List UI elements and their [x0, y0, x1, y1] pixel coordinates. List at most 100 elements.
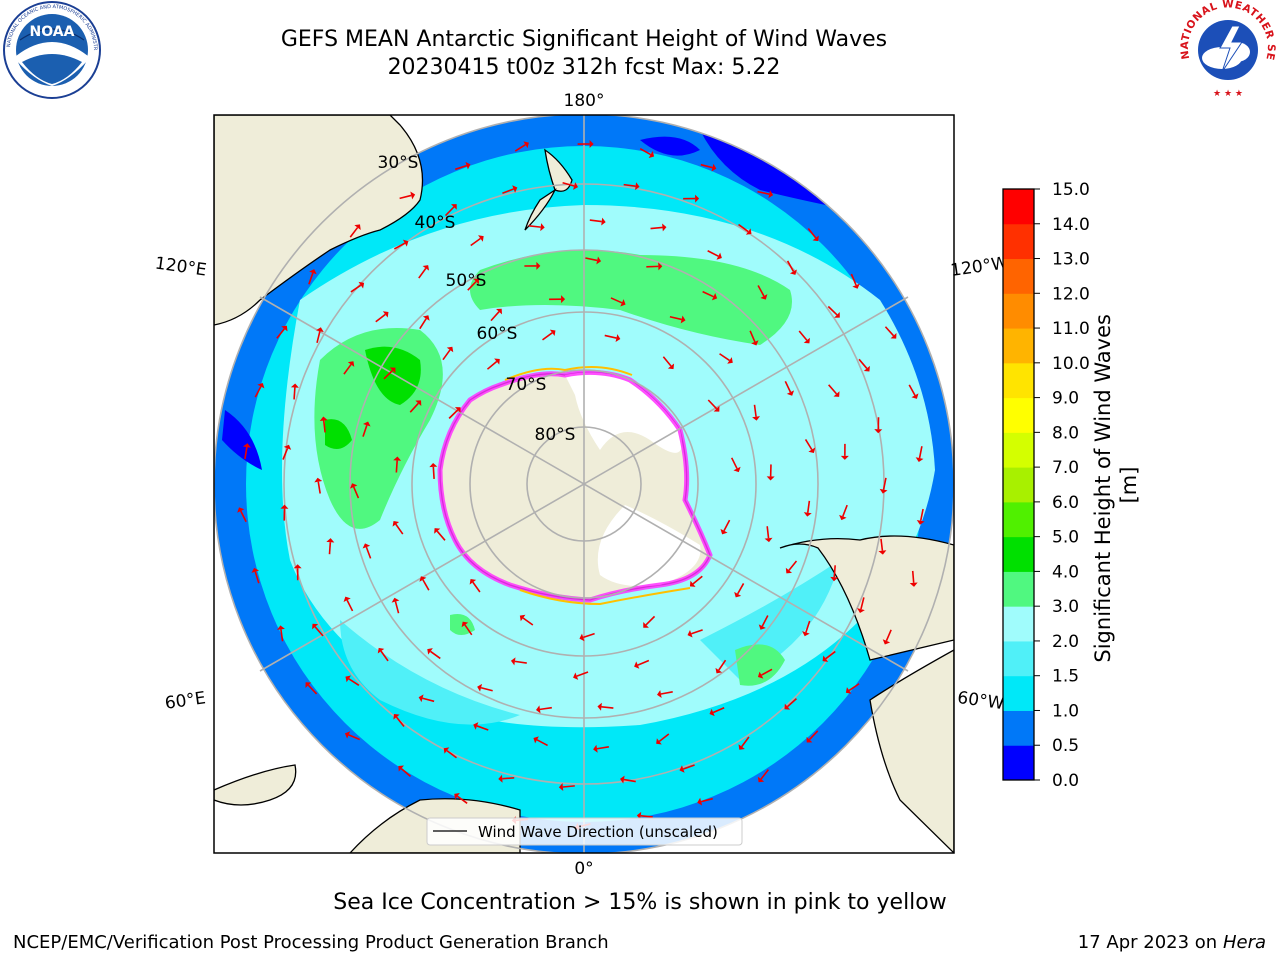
colorbar-tick-label: 9.0 [1052, 389, 1079, 409]
wind-arrow-shaft [399, 194, 412, 200]
wind-arrow-shaft [352, 486, 360, 499]
wind-arrow-shaft [700, 163, 713, 169]
wind-arrow-head [768, 190, 774, 199]
wind-arrow-head [454, 407, 461, 413]
wind-arrow-head [715, 667, 723, 674]
wind-arrow-head [757, 671, 764, 679]
wind-arrow-head [808, 447, 816, 454]
wind-arrow-shaft [582, 632, 595, 639]
wind-arrow-shaft [753, 404, 757, 417]
wind-arrow-head [496, 308, 502, 315]
wind-arrow-shaft [395, 523, 404, 535]
wind-arrow-head [667, 363, 675, 370]
wind-arrow-shaft [761, 668, 773, 676]
wind-arrow-head [845, 687, 852, 694]
wind-arrow-head [536, 261, 541, 270]
wind-arrow-shaft [448, 409, 459, 419]
wind-arrow-shaft [842, 504, 848, 517]
wind-arrow-shaft [562, 181, 575, 187]
wind-arrow-head [879, 488, 888, 494]
wind-arrow-shaft [658, 733, 670, 742]
wind-arrow-head [242, 443, 251, 448]
colorbar-tick-label: 10.0 [1052, 354, 1090, 374]
wind-arrow-head [419, 576, 427, 582]
wind-arrow-shaft [723, 519, 731, 532]
wind-arrow-head [512, 185, 518, 193]
lon-label-0: 0° [574, 859, 593, 879]
wind-arrow-shaft [282, 448, 289, 460]
wind-arrow-shaft [467, 280, 477, 291]
wind-arrow-shaft [707, 399, 718, 410]
wind-arrow-head [874, 429, 883, 434]
wind-arrow-shaft [918, 446, 923, 459]
wind-arrow-shaft [623, 778, 636, 783]
wind-arrow-shaft [761, 615, 769, 627]
sea-ice-edge-yellow [504, 366, 633, 381]
chart-title: GEFS MEAN Antarctic Significant Height o… [280, 27, 888, 52]
wind-arrow-shaft [393, 242, 406, 250]
colorbar-segment [1003, 362, 1034, 399]
wind-arrow-head [662, 223, 667, 232]
wind-arrow-head [601, 217, 606, 226]
wind-arrow-head [561, 295, 566, 304]
wind-arrow-shaft [860, 597, 865, 610]
wind-arrow-head [890, 332, 897, 339]
footer-machine: Hera [1222, 932, 1266, 953]
wind-arrow-shaft [885, 629, 892, 642]
wind-arrow-shaft [596, 746, 609, 750]
graticule [214, 115, 954, 853]
lat-label-60s: 60°S [477, 324, 518, 344]
lat-label-50s: 50°S [446, 271, 487, 291]
wind-arrow-head [812, 235, 819, 242]
colorbar-segment [1003, 189, 1034, 225]
colorbar-tick-label: 8.0 [1052, 423, 1079, 443]
wind-arrow-shaft [486, 360, 498, 370]
wind-arrow-head [738, 744, 745, 750]
colorbar-tick-label: 1.5 [1052, 667, 1079, 687]
wind-arrow-shaft [502, 777, 515, 780]
wind-arrow-head [802, 631, 810, 637]
wind-arrow-shaft [464, 624, 473, 636]
wind-arrow-head [316, 327, 324, 333]
wind-arrow-shaft [669, 315, 682, 321]
wind-arrow-shaft [788, 560, 798, 571]
wind-arrow-head [716, 252, 722, 260]
colorbar-tick-label: 2.0 [1052, 632, 1079, 652]
wind-arrow-head [312, 623, 319, 630]
wind-arrow-shaft [719, 353, 730, 362]
wind-arrow-shaft [662, 356, 672, 367]
wind-arrow-head [619, 775, 625, 784]
wind-arrow-head [281, 325, 288, 332]
wind-arrow-head [689, 580, 696, 587]
wind-arrow-head [422, 315, 430, 321]
wind-arrow-head [494, 358, 500, 365]
wind-arrow-head [422, 265, 430, 271]
wind-arrow-head [535, 705, 541, 714]
wind-arrow-shaft [757, 285, 765, 297]
wind-arrow-head [751, 340, 759, 346]
lat-label-40s: 40°S [415, 213, 456, 233]
wind-arrow-head [523, 141, 529, 149]
wind-arrow-head [469, 579, 477, 585]
wind-arrow-head [454, 792, 460, 800]
colorbar-segment [1003, 536, 1034, 572]
colorbar-segment [1003, 501, 1034, 538]
wind-arrow-head [857, 608, 865, 613]
wind-arrow-shaft [280, 629, 284, 642]
wind-arrow-shaft [375, 313, 386, 323]
wind-arrow-head [382, 311, 389, 318]
wind-arrow-shaft [825, 650, 836, 660]
wind-arrow-shaft [343, 363, 352, 375]
colorbar-segment [1003, 745, 1034, 781]
colorbar-segment [1003, 328, 1034, 364]
wind-arrow-head [549, 329, 556, 337]
map-legend: Wind Wave Direction (unscaled) [426, 817, 743, 846]
noaa-logo: NOAA NATIONAL OCEANIC AND ATMOSPHERIC AD… [0, 0, 101, 99]
sea-ice-caption: Sea Ice Concentration > 15% is shown in … [333, 890, 947, 915]
wind-arrow-head [786, 390, 795, 396]
noaa-logo-text: NOAA [30, 24, 75, 40]
wind-arrow-shaft [539, 706, 552, 711]
wind-arrow-shaft [908, 384, 916, 396]
wind-arrow-head [251, 567, 260, 573]
wind-arrow-shaft [442, 349, 451, 361]
